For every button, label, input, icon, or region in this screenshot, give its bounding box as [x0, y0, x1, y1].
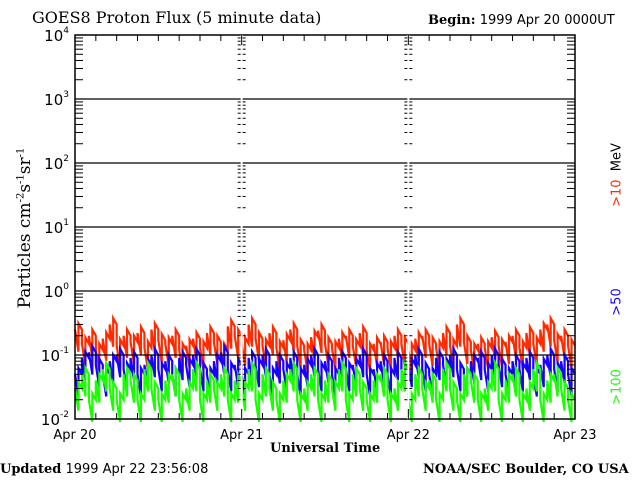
y-tick-label: 103	[44, 90, 69, 109]
x-tick-label: Apr 20	[53, 428, 96, 443]
legend-series-10: >10	[609, 179, 625, 207]
y-label-exp: -1	[15, 174, 27, 184]
y-tick-label: 10-2	[41, 410, 69, 429]
x-axis-label: Universal Time	[270, 441, 381, 456]
series-line-2	[73, 358, 576, 423]
y-label-exp: -1	[15, 147, 27, 158]
y-axis-label: Particles cm-2s-1sr-1	[15, 148, 35, 309]
legend-series-50: >50	[609, 288, 625, 316]
y-label-sr: sr	[15, 157, 35, 175]
legend-10mev: >10 MeV	[610, 143, 625, 207]
series-line-1	[73, 341, 576, 397]
x-tick-label: Apr 21	[220, 428, 263, 443]
y-tick-label: 102	[44, 154, 69, 173]
begin-info: Begin: 1999 Apr 20 0000UT	[428, 13, 615, 28]
y-label-s: s	[15, 183, 35, 193]
series-line-0	[73, 314, 576, 373]
y-tick-label: 10-1	[41, 346, 69, 365]
y-label-exp: -2	[15, 192, 27, 203]
updated-text: Updated	[0, 462, 62, 477]
begin-value: 1999 Apr 20 0000UT	[479, 13, 615, 28]
y-tick-label: 101	[44, 218, 69, 237]
y-tick-label: 100	[44, 282, 69, 301]
updated-value: 1999 Apr 22 23:56:08	[61, 462, 209, 477]
begin-label: Begin:	[428, 13, 476, 28]
legend-series-100: >100	[609, 369, 625, 405]
y-label-base: Particles cm	[15, 202, 35, 309]
credit-text: NOAA/SEC Boulder, CO USA	[423, 462, 629, 477]
updated-timestamp: Updated 1999 Apr 22 23:56:08	[0, 462, 208, 477]
y-tick-label: 104	[44, 26, 69, 45]
chart-title: GOES8 Proton Flux (5 minute data)	[32, 8, 322, 27]
x-tick-label: Apr 22	[387, 428, 430, 443]
legend-unit: MeV	[609, 143, 625, 172]
x-tick-label: Apr 23	[553, 428, 596, 443]
